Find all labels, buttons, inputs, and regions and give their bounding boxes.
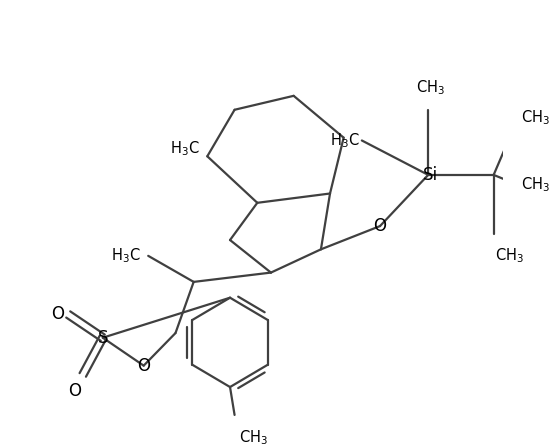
Text: CH$_3$: CH$_3$ [239,428,268,447]
Text: O: O [137,357,150,375]
Text: O: O [52,306,64,323]
Text: H$_3$C: H$_3$C [170,139,200,158]
Text: H$_3$C: H$_3$C [111,246,141,265]
Text: H$_3$C: H$_3$C [331,131,360,150]
Text: CH$_3$: CH$_3$ [521,108,550,127]
Text: CH$_3$: CH$_3$ [415,78,444,97]
Text: Si: Si [422,166,438,184]
Text: O: O [68,383,81,401]
Text: CH$_3$: CH$_3$ [496,246,525,265]
Text: CH$_3$: CH$_3$ [521,175,550,194]
Text: S: S [97,329,108,347]
Text: O: O [373,217,387,235]
